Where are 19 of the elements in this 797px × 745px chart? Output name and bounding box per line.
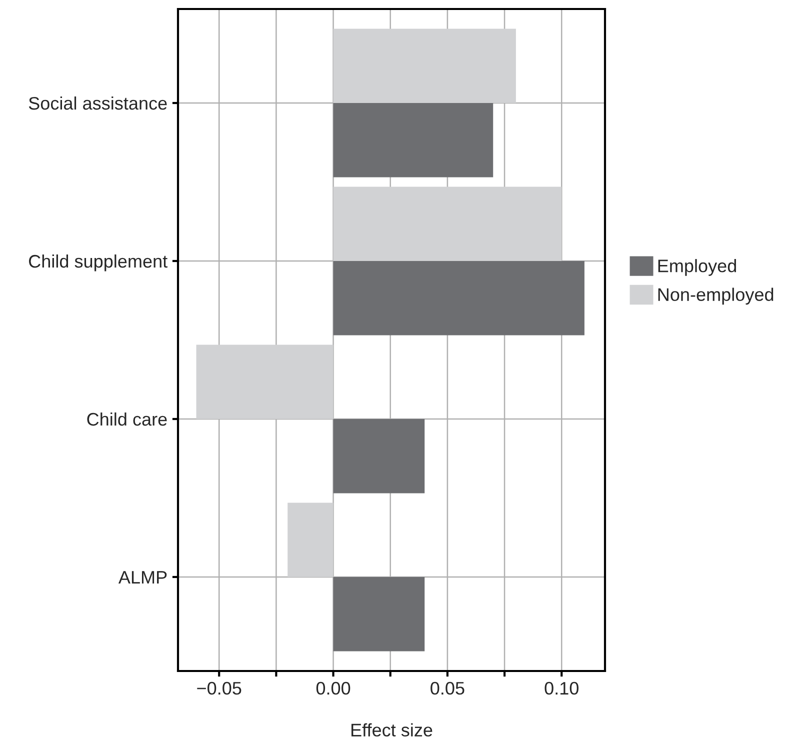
y-tick-label: Child care [87, 412, 167, 426]
bar [196, 344, 334, 419]
x-tick-label: 0.00 [316, 682, 350, 695]
x-axis-title: Effect size [351, 723, 432, 737]
y-tick-label: Social assistance [28, 96, 167, 110]
legend-label: Non-employed [658, 288, 774, 305]
bar [288, 502, 334, 577]
bar [333, 103, 494, 178]
legend-label: Employed [658, 259, 736, 276]
x-tick-label: −0.05 [197, 682, 242, 695]
bar [333, 186, 562, 261]
bar [333, 576, 425, 652]
y-tick-label: ALMP [118, 571, 167, 584]
y-tick-label: Child supplement [29, 254, 168, 272]
bar [333, 261, 584, 336]
x-tick-label: 0.05 [430, 682, 464, 695]
bar [333, 28, 516, 104]
bar [333, 419, 425, 494]
x-tick-label: 0.10 [544, 682, 578, 695]
